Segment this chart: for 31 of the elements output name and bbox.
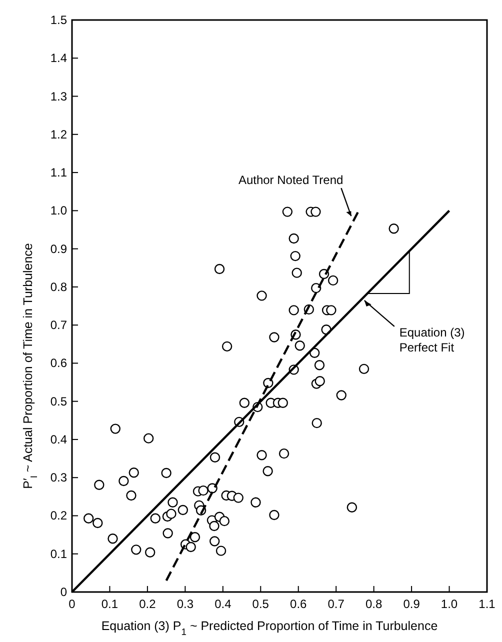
x-axis-title: Equation (3) P$_{1}$ ~ Predicted Proportion of Time in Turbulence [101, 619, 438, 637]
y-tick-label: 0.4 [50, 432, 68, 446]
y-tick-label: 1.3 [50, 89, 68, 104]
x-tick-label: 0.1 [101, 597, 118, 611]
x-tick-label: 0.9 [403, 597, 420, 611]
y-tick-label: 0.9 [50, 242, 68, 256]
annotation: Equation (3) Perfect Fit [399, 325, 465, 354]
y-tick-label: 1.4 [50, 51, 68, 66]
x-tick-label: 0.6 [290, 597, 308, 611]
y-tick-label: 1.2 [50, 127, 68, 142]
y-tick-label: 0.8 [50, 280, 68, 294]
y-tick-label: 0.7 [50, 318, 68, 332]
y-tick-label: 0.1 [50, 546, 68, 561]
x-tick-label: 0.8 [365, 597, 382, 611]
x-tick-label: 0.2 [139, 597, 156, 611]
x-tick-label: 0 [68, 597, 76, 611]
y-tick-label: 1.1 [50, 166, 68, 180]
y-tick-label: 0.5 [50, 394, 68, 408]
y-tick-label: 0.3 [50, 470, 68, 485]
y-tick-label: 0.2 [50, 508, 68, 523]
x-tick-label: 0.4 [214, 597, 232, 611]
y-tick-label: 1.0 [50, 204, 68, 218]
y-tick-label: 0.6 [50, 356, 68, 370]
x-tick-label: 0.5 [252, 597, 270, 611]
annotation: Author Noted Trend [238, 173, 344, 188]
y-tick-label: 0 [60, 585, 68, 599]
x-tick-label: 0.3 [176, 597, 194, 611]
x-tick-label: 0.7 [328, 597, 345, 611]
x-tick-label: 1.1 [478, 597, 496, 611]
x-tick-label: 1.0 [440, 597, 458, 611]
y-tick-label: 1.5 [50, 13, 68, 27]
